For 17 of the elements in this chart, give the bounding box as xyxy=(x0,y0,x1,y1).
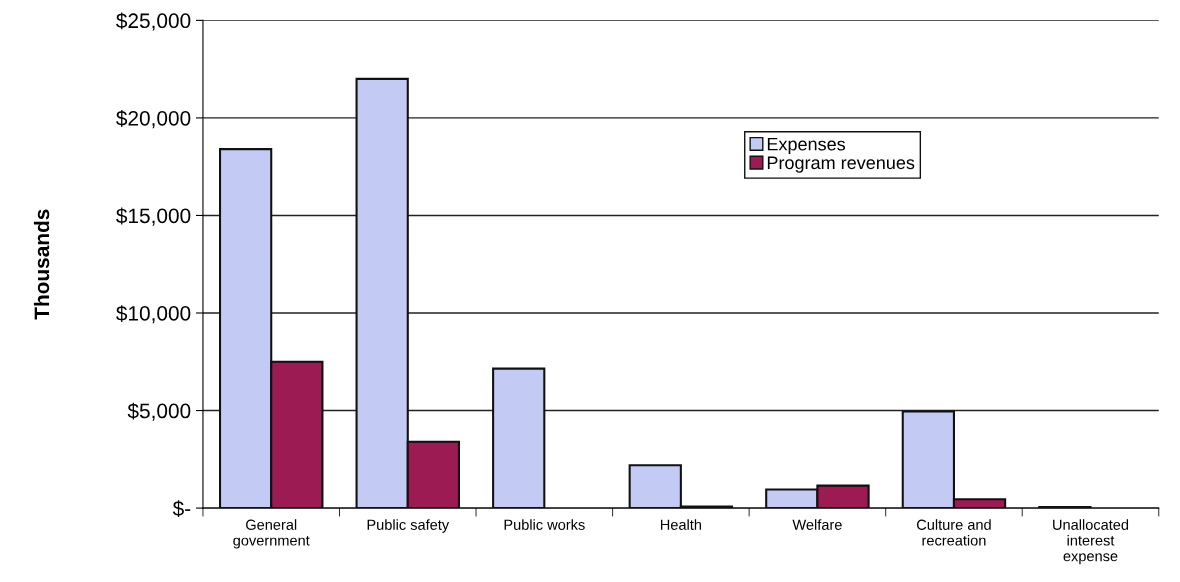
x-tick-label: Public works xyxy=(504,519,585,530)
y-tick-label: $10,000 xyxy=(116,305,191,324)
legend-label: Expenses xyxy=(767,137,846,155)
y-tick-label: $20,000 xyxy=(116,110,191,129)
y-tick-label: $5,000 xyxy=(127,402,191,421)
y-tick-label: $25,000 xyxy=(116,12,191,31)
x-tick-label: Unallocated interest expense xyxy=(1053,519,1129,565)
x-tick-label: Health xyxy=(660,519,701,530)
y-tick-label: $15,000 xyxy=(116,207,191,226)
x-tick-label: General government xyxy=(233,519,310,549)
y-tick-label: $- xyxy=(172,500,191,518)
y-axis-title: Thousands xyxy=(33,209,50,320)
x-tick-label: Welfare xyxy=(792,519,842,530)
x-tick-label: Culture and recreation xyxy=(916,519,991,546)
legend-label: Program revenues xyxy=(767,156,915,173)
x-tick-label: Public safety xyxy=(367,519,450,533)
bar xyxy=(492,367,546,509)
